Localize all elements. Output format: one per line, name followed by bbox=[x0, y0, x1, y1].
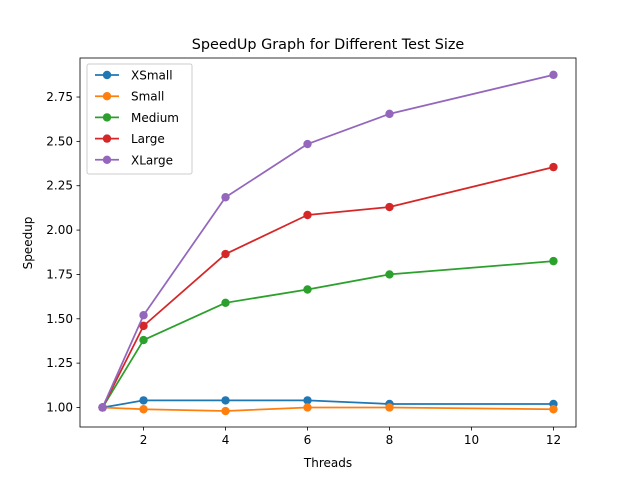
series-line-large bbox=[101, 166, 554, 408]
y-axis-label: Speedup bbox=[21, 217, 35, 270]
legend-item-small: Small bbox=[95, 90, 164, 104]
series-line-xlarge bbox=[101, 73, 554, 408]
y-tick-label: 1.25 bbox=[46, 356, 73, 370]
x-tick-label: 12 bbox=[546, 433, 561, 447]
data-point-small bbox=[139, 405, 148, 414]
legend-marker bbox=[102, 92, 112, 101]
x-tick-label: 4 bbox=[222, 433, 230, 447]
legend-item-xlarge: XLarge bbox=[95, 153, 173, 167]
legend-label: Medium bbox=[131, 111, 179, 125]
x-tick-label: 2 bbox=[140, 433, 148, 447]
data-point-large bbox=[221, 249, 230, 259]
x-tick-label: 8 bbox=[386, 433, 394, 447]
y-tick-label: 2.75 bbox=[46, 90, 73, 104]
data-point-large bbox=[303, 210, 312, 220]
legend-item-xsmall: XSmall bbox=[95, 69, 173, 83]
data-point-large bbox=[549, 162, 558, 172]
data-point-xlarge bbox=[98, 403, 107, 412]
data-point-xlarge bbox=[385, 109, 394, 119]
x-tick-label: 10 bbox=[464, 433, 479, 447]
legend-label: XSmall bbox=[131, 69, 173, 83]
legend-marker bbox=[102, 70, 112, 80]
legend-box bbox=[86, 63, 193, 175]
y-tick-label: 1.00 bbox=[46, 400, 73, 414]
x-axis-label: Threads bbox=[303, 456, 352, 470]
series-line-small bbox=[102, 406, 554, 412]
data-point-xlarge bbox=[221, 193, 230, 202]
data-point-xsmall bbox=[221, 396, 230, 405]
data-point-medium bbox=[549, 256, 558, 266]
data-point-xlarge bbox=[303, 139, 312, 149]
data-point-small bbox=[549, 405, 558, 414]
data-point-medium bbox=[385, 270, 394, 279]
legend-marker bbox=[102, 134, 112, 143]
y-tick-label: 2.00 bbox=[46, 223, 73, 237]
y-tick-label: 2.50 bbox=[46, 134, 73, 148]
data-point-xsmall bbox=[303, 396, 312, 405]
data-point-medium bbox=[221, 298, 230, 308]
legend-label: Large bbox=[131, 132, 165, 146]
data-point-xlarge bbox=[549, 70, 558, 80]
legend-item-medium: Medium bbox=[95, 111, 179, 125]
series-line-xsmall bbox=[102, 399, 554, 409]
series-line-medium bbox=[101, 260, 554, 408]
data-point-medium bbox=[303, 285, 312, 294]
data-point-large bbox=[139, 321, 148, 331]
data-point-small bbox=[303, 403, 312, 412]
chart-title: SpeedUp Graph for Different Test Size bbox=[192, 37, 465, 53]
plot-area: 2 4 6 8 10 12 1.00 1.25 1.50 1.75 2.00 2.25 2.50 2.75 bbox=[46, 57, 577, 447]
data-point-large bbox=[385, 202, 394, 212]
y-tick-label: 1.75 bbox=[46, 267, 73, 281]
legend: XSmall Small Medium Large XLarge bbox=[86, 63, 193, 175]
data-point-small bbox=[385, 403, 394, 412]
data-point-medium bbox=[139, 335, 148, 345]
data-point-xsmall bbox=[139, 396, 148, 405]
data-point-xlarge bbox=[139, 311, 148, 320]
legend-marker bbox=[102, 155, 112, 164]
x-tick-label: 6 bbox=[304, 433, 312, 447]
legend-marker bbox=[102, 113, 112, 122]
data-point-small bbox=[221, 406, 230, 416]
axes-frame bbox=[79, 57, 577, 428]
legend-label: XLarge bbox=[131, 153, 173, 167]
legend-item-large: Large bbox=[95, 132, 165, 146]
series-xlarge bbox=[98, 70, 558, 412]
legend-label: Small bbox=[131, 90, 164, 104]
y-tick-label: 1.50 bbox=[46, 312, 73, 326]
y-tick-label: 2.25 bbox=[46, 179, 73, 193]
